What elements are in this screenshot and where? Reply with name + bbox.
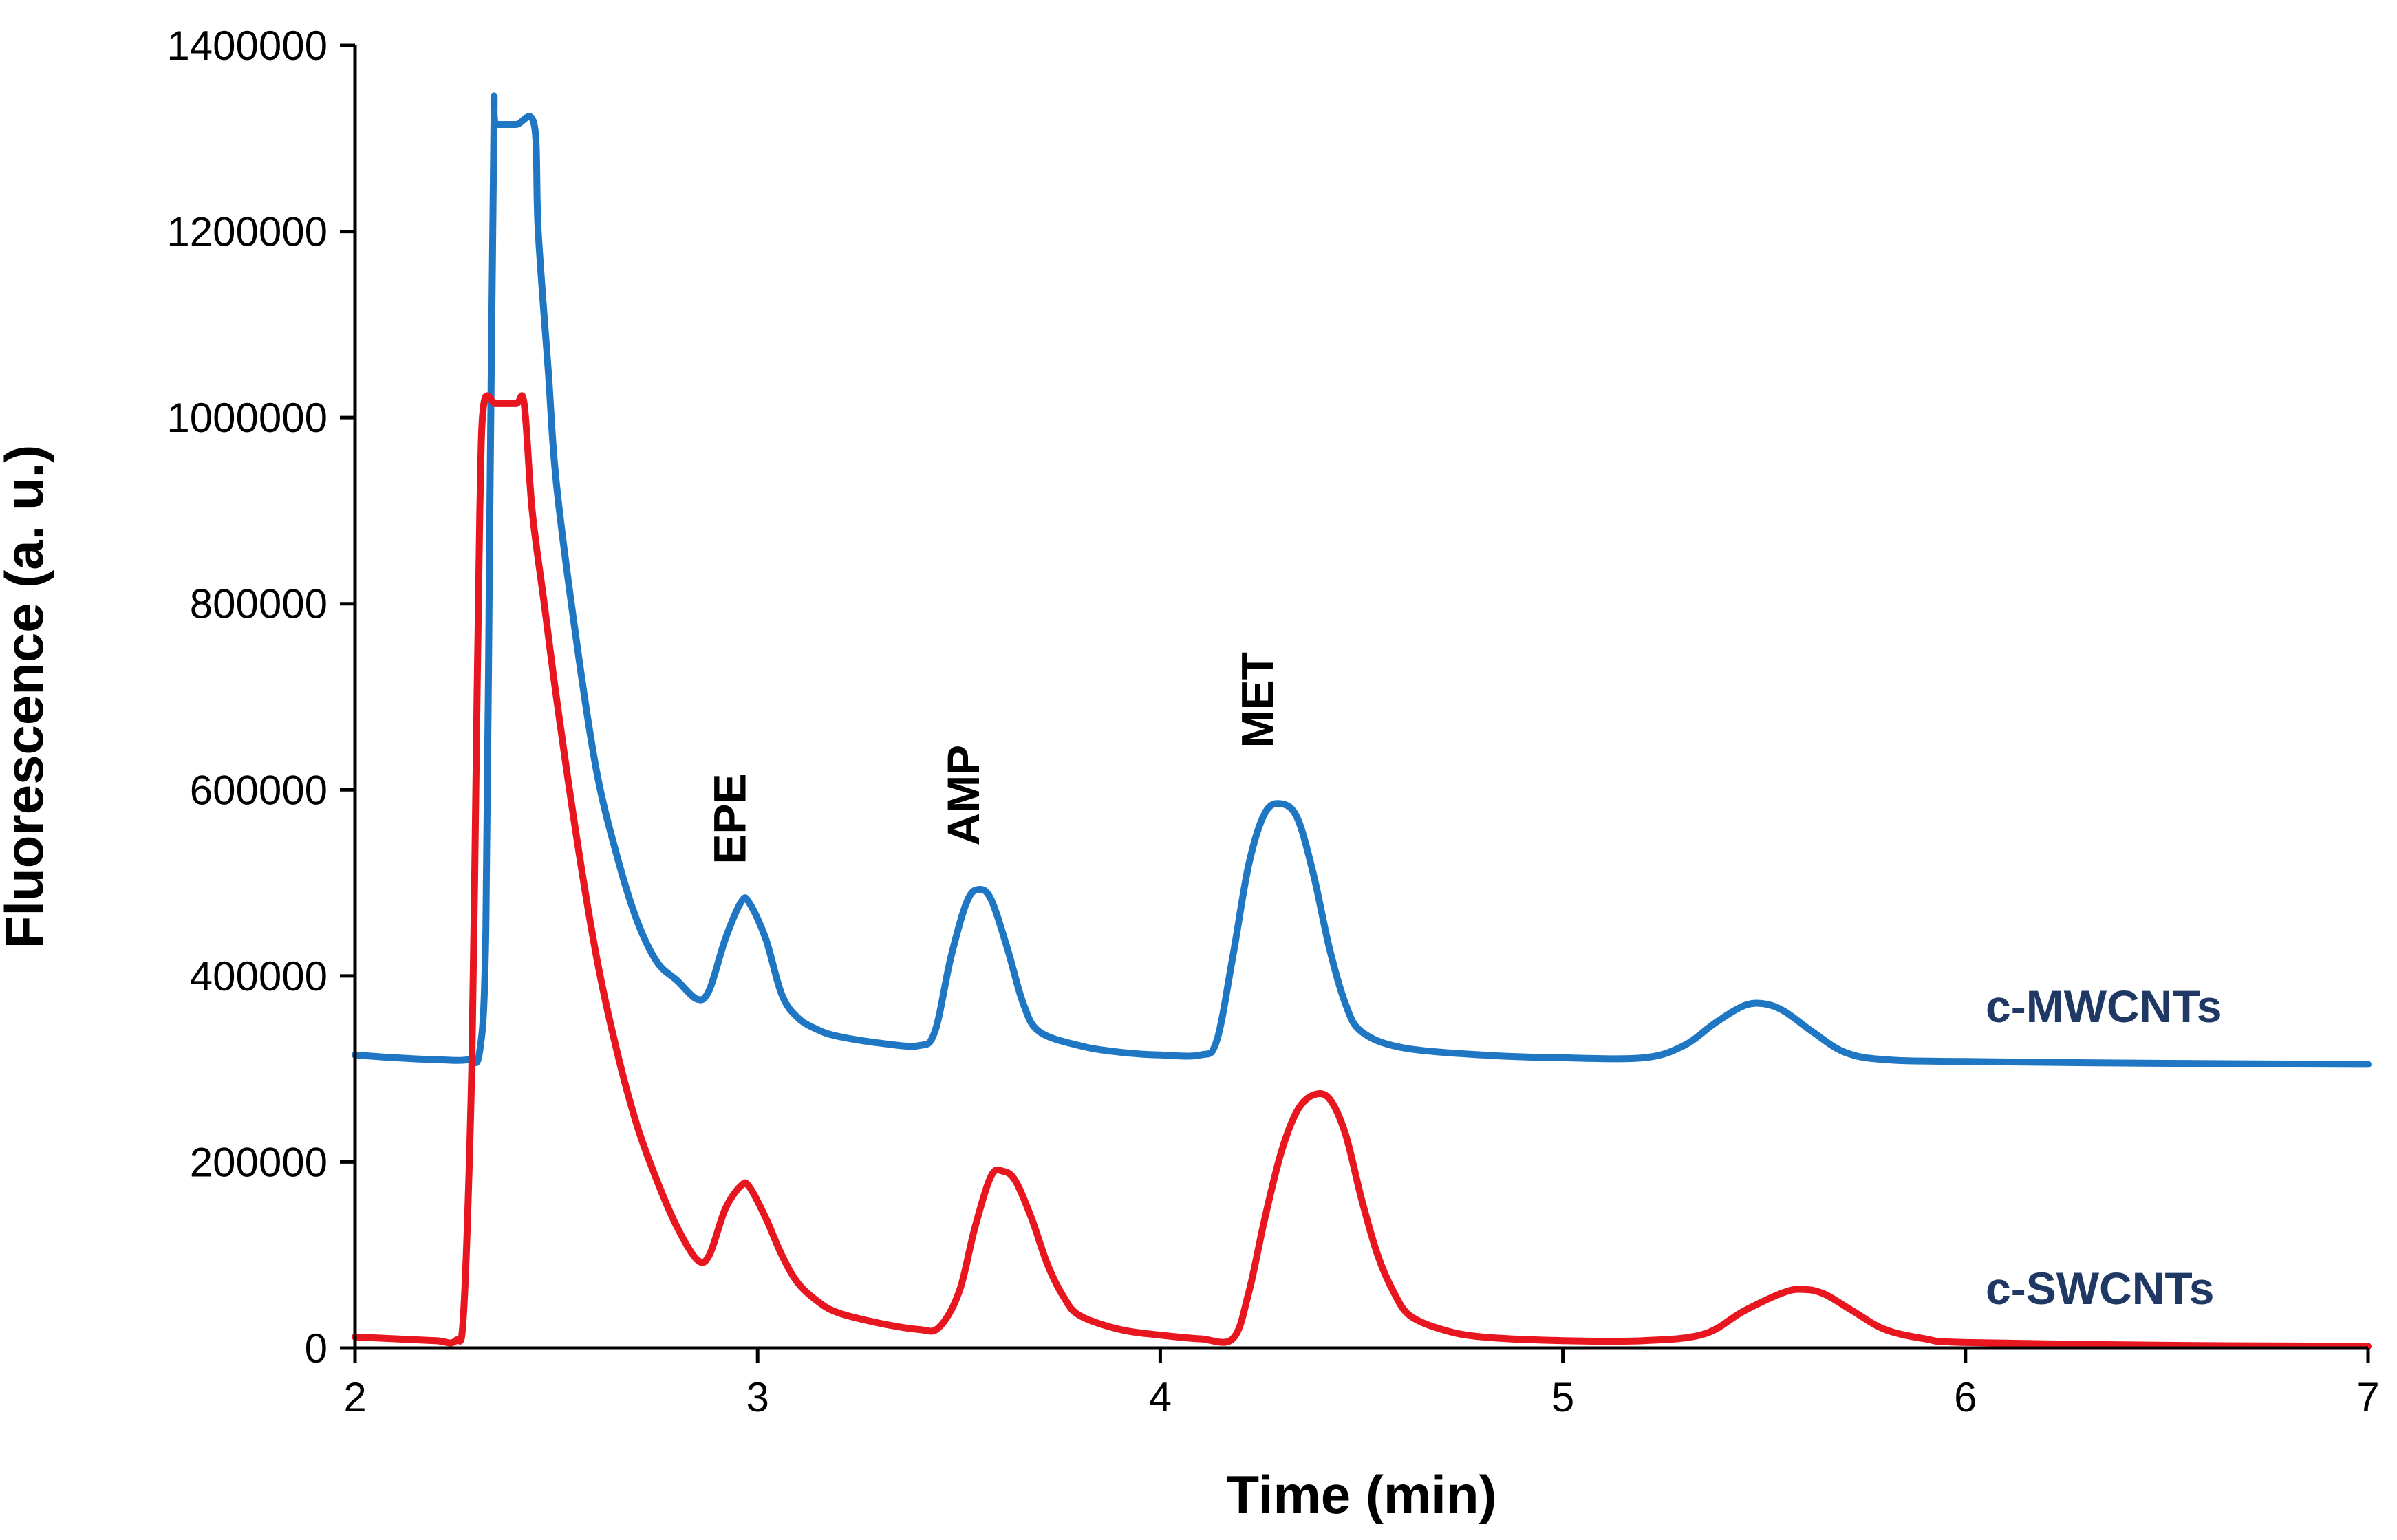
x-tick-label: 3 — [746, 1374, 769, 1420]
peak-label-amp: AMP — [938, 745, 989, 846]
x-tick-label: 7 — [2356, 1374, 2379, 1420]
labels-layer: Time (min) Fluorescence (a. u.) — [0, 445, 1496, 1525]
axes-layer — [353, 45, 2368, 1350]
peak-label-epe: EPE — [705, 773, 755, 864]
x-tick-label: 2 — [343, 1374, 366, 1420]
annotations-layer: c-MWCNTs c-SWCNTs EPE AMP MET — [705, 652, 2222, 1314]
y-tick-label: 600000 — [190, 767, 327, 813]
ticks-layer: 0 200000 400000 600000 800000 1000000 1200000 1… — [166, 23, 2379, 1420]
y-tick-label: 1200000 — [166, 209, 327, 255]
y-tick-label: 1400000 — [166, 23, 327, 69]
x-tick-label: 6 — [1954, 1374, 1977, 1420]
y-tick-label: 0 — [305, 1325, 327, 1371]
series-line-c-swcnts — [352, 392, 2372, 1350]
y-axis-title: Fluorescence (a. u.) — [0, 445, 54, 949]
series-label-c-mwcnts: c-MWCNTs — [1986, 981, 2222, 1032]
series-label-c-swcnts: c-SWCNTs — [1986, 1263, 2214, 1314]
x-tick-label: 5 — [1551, 1374, 1574, 1420]
x-axis-title: Time (min) — [1227, 1464, 1497, 1525]
y-tick-label: 200000 — [190, 1139, 327, 1185]
series-line-c-mwcnts — [352, 92, 2372, 1068]
x-tick-label: 4 — [1149, 1374, 1172, 1420]
y-tick-label: 800000 — [190, 581, 327, 627]
y-tick-label: 400000 — [190, 953, 327, 999]
series-layer — [352, 92, 2372, 1350]
y-tick-label: 1000000 — [166, 395, 327, 441]
peak-label-met: MET — [1232, 652, 1282, 748]
